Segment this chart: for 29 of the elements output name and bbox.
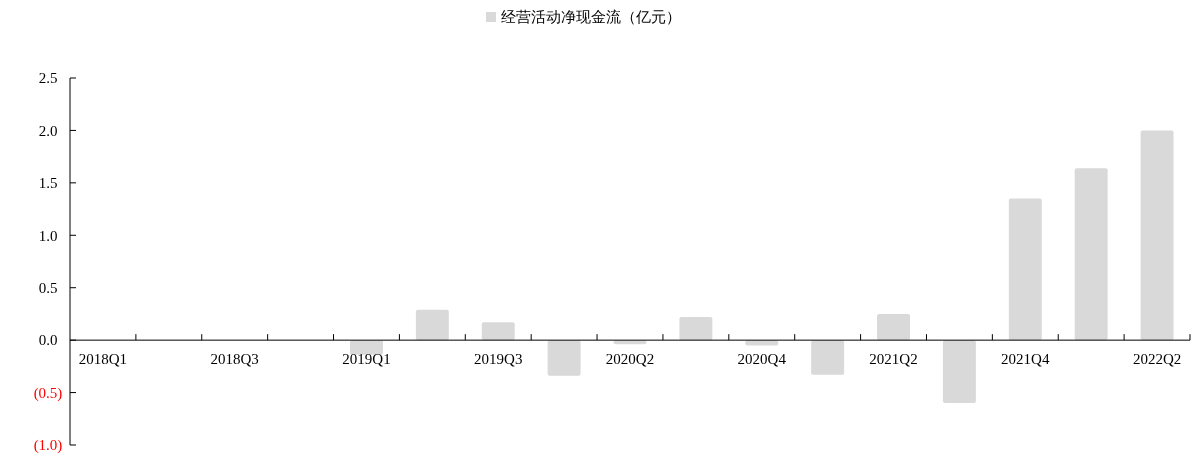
y-tick-label: 0.5: [38, 279, 58, 296]
x-tick-label: 2022Q2: [1132, 351, 1182, 368]
y-tick-label: 0.0: [38, 332, 58, 349]
bar: [415, 309, 449, 341]
y-tick-label: 1.5: [38, 175, 58, 192]
bar: [1140, 130, 1174, 341]
bar: [877, 313, 910, 341]
y-tick-label: (0.5): [33, 384, 63, 402]
x-tick-label: 2020Q2: [605, 351, 655, 368]
bar: [481, 322, 515, 341]
bar: [811, 340, 845, 375]
bar: [1074, 168, 1108, 341]
y-tick-label: 1.0: [38, 227, 58, 244]
bar: [679, 317, 713, 341]
bar: [547, 340, 581, 376]
y-tick-label: 2.0: [38, 122, 58, 139]
x-tick-label: 2020Q4: [737, 351, 787, 368]
bar: [1008, 198, 1042, 341]
bar: [942, 340, 976, 404]
x-tick-label: 2018Q1: [78, 351, 128, 368]
y-tick-label: 2.5: [38, 70, 58, 87]
y-tick-label: (1.0): [33, 437, 63, 455]
legend-label: 经营活动净现金流（亿元）: [501, 8, 681, 26]
x-tick-label: 2021Q4: [1001, 351, 1050, 368]
x-tick-label: 2018Q3: [210, 351, 259, 368]
x-tick-label: 2019Q3: [474, 351, 523, 368]
bar: [350, 340, 383, 355]
x-tick-label: 2021Q2: [869, 351, 918, 368]
x-tick-label: 2019Q1: [342, 351, 391, 368]
